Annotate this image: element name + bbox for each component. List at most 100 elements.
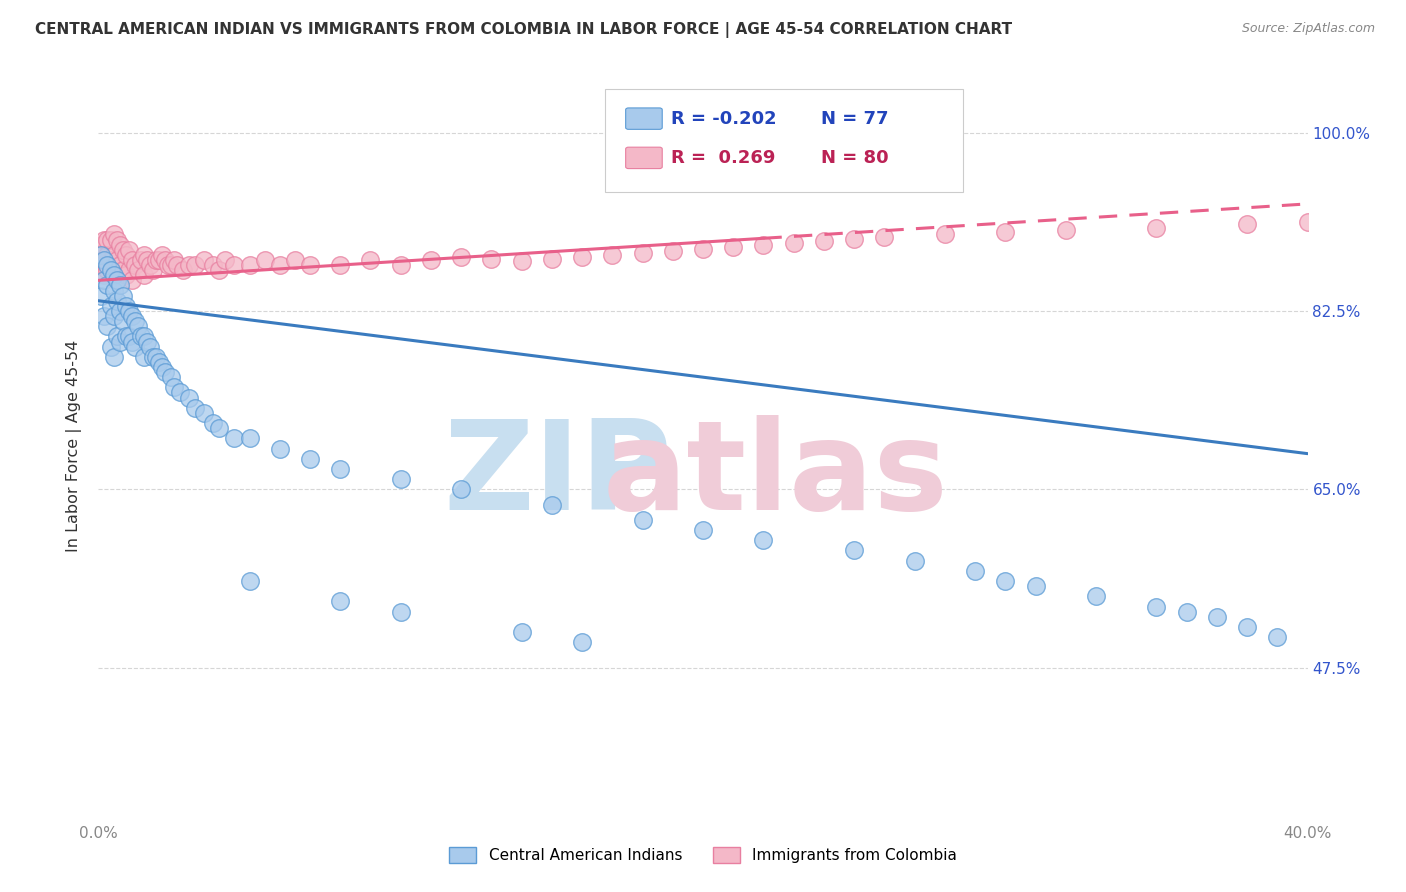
Point <box>111 288 134 302</box>
Point <box>96 278 118 293</box>
Point <box>121 334 143 349</box>
Point <box>752 533 775 548</box>
Point <box>1296 215 1319 229</box>
Point <box>93 252 115 267</box>
Point <box>111 243 134 257</box>
Point <box>389 605 412 619</box>
Point <box>132 329 155 343</box>
Point <box>179 391 201 405</box>
Point <box>114 299 136 313</box>
Point <box>184 401 207 415</box>
Point <box>118 329 141 343</box>
Point <box>631 513 654 527</box>
Point <box>114 248 136 262</box>
Point <box>163 380 186 394</box>
Point <box>571 635 593 649</box>
Point <box>329 462 352 476</box>
Point <box>873 229 896 244</box>
Point <box>420 252 443 267</box>
Point <box>96 233 118 247</box>
Point <box>103 350 125 364</box>
Point <box>783 235 806 250</box>
Point <box>129 252 152 267</box>
Point <box>114 268 136 283</box>
Text: ZIP: ZIP <box>443 416 672 536</box>
Point <box>156 258 179 272</box>
Point <box>90 258 112 272</box>
Point <box>93 252 115 267</box>
Point <box>208 421 231 435</box>
Point <box>1144 599 1167 614</box>
Point <box>631 245 654 260</box>
Point <box>105 233 128 247</box>
Point <box>1206 609 1229 624</box>
Point <box>965 564 987 578</box>
Point <box>118 263 141 277</box>
Point <box>129 329 152 343</box>
Point <box>96 263 118 277</box>
Text: CENTRAL AMERICAN INDIAN VS IMMIGRANTS FROM COLOMBIA IN LABOR FORCE | AGE 45-54 C: CENTRAL AMERICAN INDIAN VS IMMIGRANTS FR… <box>35 22 1012 38</box>
Point <box>111 314 134 328</box>
Point <box>510 625 533 640</box>
Point <box>481 252 503 266</box>
Point <box>450 250 472 264</box>
Point <box>90 248 112 262</box>
Point <box>135 252 157 267</box>
Point <box>389 258 412 272</box>
Point <box>121 309 143 323</box>
Point <box>202 258 225 272</box>
Point <box>121 252 143 267</box>
Point <box>1054 223 1077 237</box>
Point <box>145 252 167 267</box>
Point <box>153 365 176 379</box>
Point <box>224 431 246 445</box>
Point <box>239 258 262 272</box>
Point <box>100 299 122 313</box>
Point <box>166 258 188 272</box>
Point <box>105 273 128 287</box>
Point <box>103 227 125 242</box>
Point <box>124 340 146 354</box>
Y-axis label: In Labor Force | Age 45-54: In Labor Force | Age 45-54 <box>66 340 83 552</box>
Point <box>253 252 276 267</box>
Point <box>752 237 775 252</box>
Point <box>124 314 146 328</box>
Point <box>813 234 835 248</box>
Point <box>329 258 352 272</box>
Point <box>103 268 125 283</box>
Point <box>269 442 291 456</box>
Text: atlas: atlas <box>603 416 949 536</box>
Point <box>105 293 128 308</box>
Point <box>239 574 262 588</box>
Point <box>571 250 593 264</box>
Point <box>124 258 146 272</box>
Point <box>105 252 128 267</box>
Point <box>132 268 155 283</box>
Point <box>150 248 173 262</box>
Point <box>202 416 225 430</box>
Point <box>118 243 141 257</box>
Point <box>90 288 112 302</box>
Point <box>145 350 167 364</box>
Point <box>108 278 131 293</box>
Point <box>103 284 125 298</box>
Point <box>108 334 131 349</box>
Point <box>139 258 162 272</box>
Point <box>90 237 112 252</box>
Point <box>142 350 165 364</box>
Point <box>1236 620 1258 634</box>
Point <box>844 231 866 245</box>
Point <box>1085 590 1108 604</box>
Point <box>105 329 128 343</box>
Point <box>540 252 562 266</box>
Point <box>132 248 155 262</box>
Point <box>1236 217 1258 231</box>
Text: R = -0.202: R = -0.202 <box>671 110 776 128</box>
Point <box>148 355 170 369</box>
Point <box>108 237 131 252</box>
Point <box>193 406 215 420</box>
Point <box>121 273 143 287</box>
Point <box>93 268 115 283</box>
Point <box>723 240 745 254</box>
Point <box>1267 630 1289 644</box>
